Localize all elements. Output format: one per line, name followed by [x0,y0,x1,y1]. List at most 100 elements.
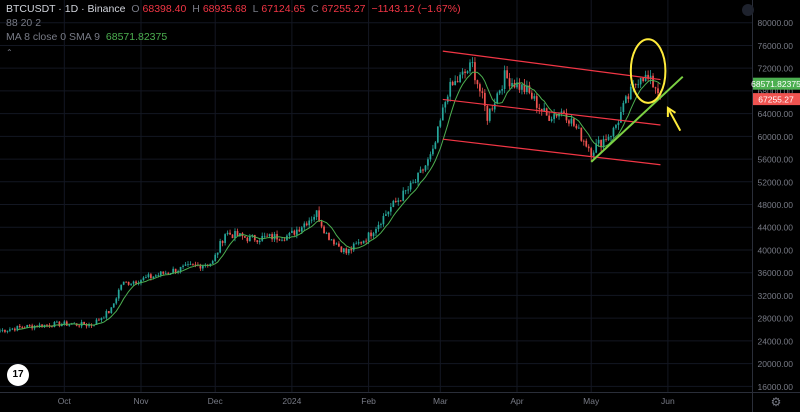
candle-body [414,182,417,184]
chevron-up-icon[interactable]: ⌃ [6,48,13,57]
candle-body [548,115,551,121]
candle-body [179,266,182,272]
candle-body [216,252,219,255]
candle-body [4,329,6,332]
candle-body [98,319,100,321]
candle-body [456,81,459,83]
candle-body [308,220,311,226]
candle-body [580,127,583,141]
candle-body [187,264,189,266]
candle-body [496,93,499,104]
candle-body [612,127,615,137]
low-label: L [252,3,259,15]
candle-body [491,108,494,110]
candle-body [511,82,513,87]
candle-body [357,242,360,244]
candle-body [397,200,400,202]
candle-body [157,275,160,276]
price-tick-label: 56000.00 [758,155,794,165]
candle-body [199,265,202,269]
price-tick-label: 80000.00 [758,18,794,28]
candle-body [533,96,536,99]
candle-body [602,139,605,148]
candle-body [501,88,504,91]
candle-body [41,324,43,328]
candle-body [219,241,222,253]
candle-body [13,328,16,331]
candle-body [530,92,533,99]
candle-body [595,143,598,153]
candle-body [21,326,24,328]
candle-body [540,108,543,112]
candle-body [209,263,212,266]
candle-body [424,165,427,171]
candle-body [271,234,273,240]
candle-body [88,324,90,327]
candle-body [620,111,622,123]
candle-body [310,219,313,221]
candle-body [283,239,286,241]
candle-body [488,108,491,121]
candle-body [565,112,568,121]
candle-body [479,84,481,92]
candle-body [273,234,276,240]
candle-body [365,240,367,242]
chart-menu-icon[interactable] [742,4,754,16]
time-tick-label: Jun [661,396,675,406]
candle-body [192,264,194,266]
candle-body [318,210,320,222]
candle-body [617,122,620,126]
candle-body [103,317,105,319]
candle-body [526,85,528,92]
time-tick-label: 2024 [282,396,301,406]
ma-legend[interactable]: MA 8 close 0 SMA 9 68571.82375 [6,31,170,43]
candle-body [78,325,81,327]
candle-body [615,125,617,128]
change-value: −1143.12 (−1.67%) [371,3,461,15]
candle-body [194,264,197,266]
candle-body [70,323,73,325]
price-tick-label: 32000.00 [758,291,794,301]
symbol-label[interactable]: BTCUSDT · 1D · Binance [6,3,126,15]
candle-body [288,232,291,236]
candle-body [293,230,296,235]
price-tick-label: 64000.00 [758,109,794,119]
candle-body [83,321,85,325]
ohlc-legend: BTCUSDT · 1D · Binance O 68398.40 H 68935.… [6,3,464,15]
candle-body [291,230,293,233]
price-tick-label: 16000.00 [758,382,794,392]
candle-body [575,125,578,129]
candle-body [234,231,236,239]
time-tick-label: Feb [361,396,376,406]
candle-body [117,289,120,299]
candle-body [347,249,350,254]
candle-body [130,283,132,285]
candle-body [335,243,338,245]
channel-top [442,50,661,81]
candle-body [550,119,553,121]
candle-body [65,321,68,326]
candle-body [639,77,642,85]
gear-icon[interactable]: ⚙ [770,395,782,409]
candle-body [483,92,486,106]
candle-body [377,224,380,230]
ma-price-badge-bg [753,77,800,90]
candle-body [159,271,162,276]
time-tick-label: Apr [510,396,523,406]
candle-body [305,223,308,226]
candle-body [182,265,184,267]
candle-body [622,102,625,112]
candle-body [246,237,249,242]
candle-body [110,307,113,314]
candle-body [295,229,298,235]
candle-body [56,321,58,323]
candle-body [239,233,241,237]
candle-body [154,275,157,277]
candle-body [444,102,447,108]
candle-body [506,70,508,79]
candle-body [577,127,580,129]
candle-body [125,281,128,283]
support-trend [590,75,684,163]
